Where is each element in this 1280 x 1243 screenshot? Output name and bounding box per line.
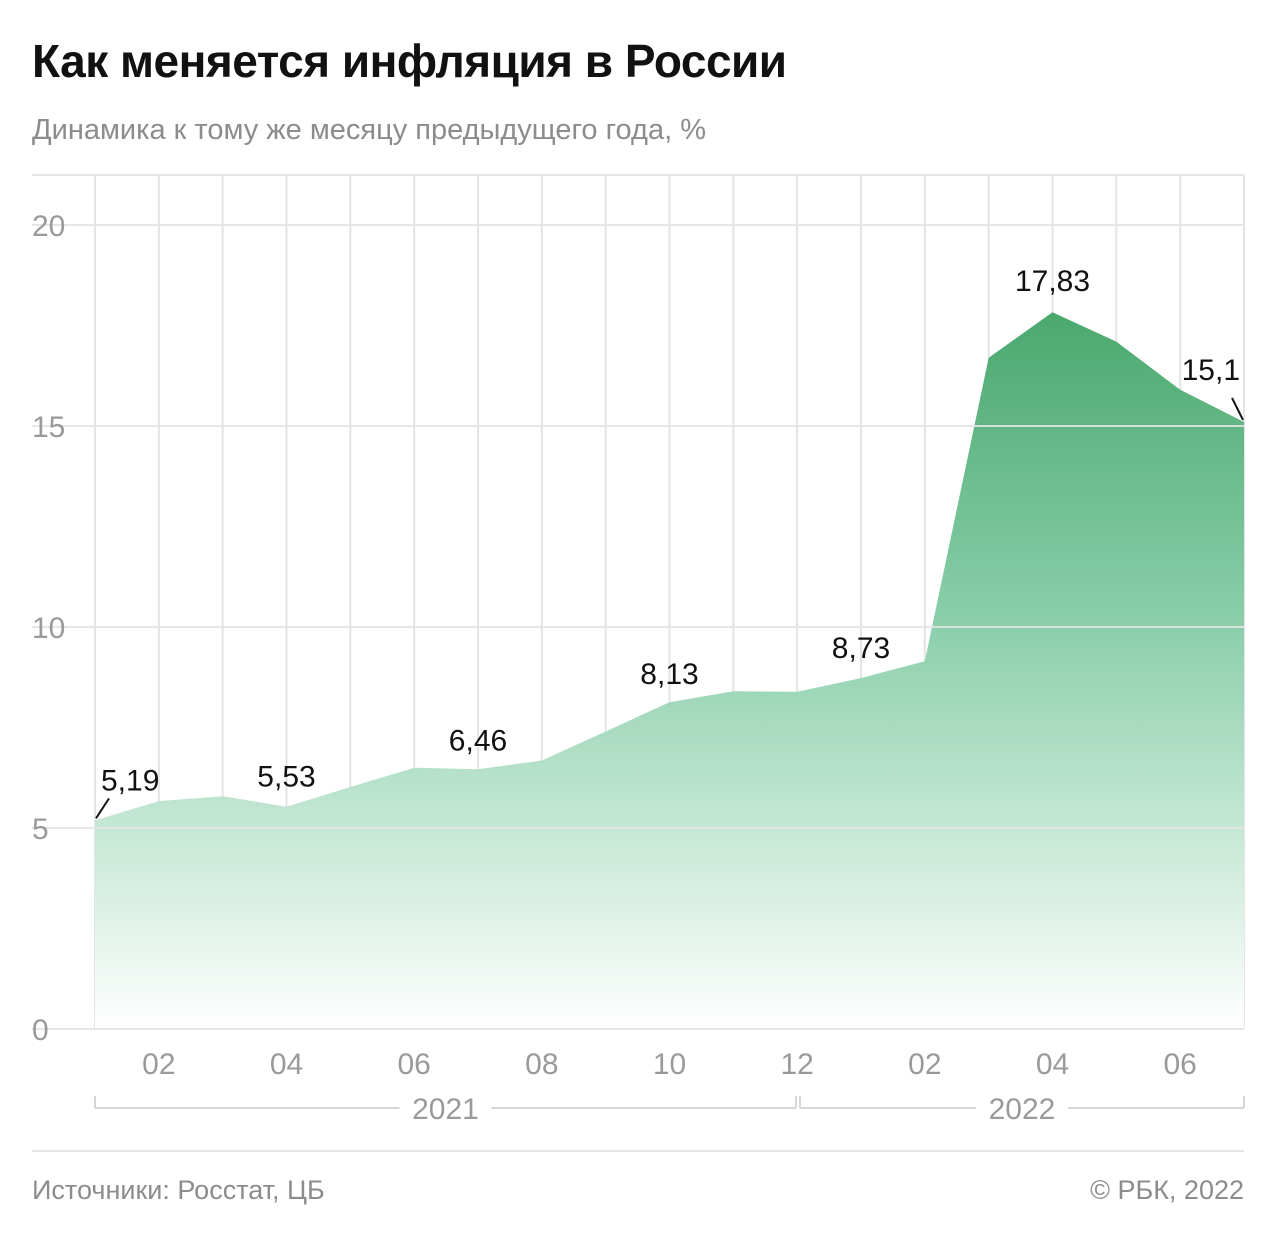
axes: 0 5 10 15 20 02 04 06 08 10 12 02 04 06 2021 2022 bbox=[32, 210, 1245, 1126]
annotation-leader bbox=[95, 797, 110, 819]
data-label: 8,13 bbox=[640, 658, 698, 691]
y-tick-label: 10 bbox=[32, 612, 65, 645]
source-note: Источники: Росстат, ЦБ bbox=[32, 1175, 325, 1205]
chart-subtitle: Динамика к тому же месяцу предыдущего го… bbox=[32, 114, 706, 146]
area-series bbox=[95, 312, 1244, 1029]
y-tick-label: 20 bbox=[32, 210, 65, 243]
data-label: 15,1 bbox=[1182, 354, 1240, 387]
x-tick-label: 04 bbox=[270, 1048, 303, 1081]
x-tick-label: 02 bbox=[142, 1048, 175, 1081]
x-tick-label: 10 bbox=[653, 1048, 686, 1081]
year-label: 2021 bbox=[412, 1093, 479, 1126]
footer-divider bbox=[32, 1150, 1244, 1152]
data-label: 17,83 bbox=[1015, 265, 1090, 298]
data-labels: 5,19 5,53 6,46 8,13 8,73 17,83 15,1 bbox=[95, 265, 1244, 819]
x-tick-label: 06 bbox=[397, 1048, 430, 1081]
x-tick-label: 06 bbox=[1163, 1048, 1196, 1081]
year-label: 2022 bbox=[989, 1093, 1056, 1126]
data-label: 5,53 bbox=[257, 761, 315, 794]
data-label: 8,73 bbox=[832, 632, 890, 665]
data-label: 5,19 bbox=[101, 764, 159, 797]
inflation-area bbox=[95, 312, 1244, 1029]
y-tick-label: 15 bbox=[32, 411, 65, 444]
data-label: 6,46 bbox=[449, 724, 507, 757]
x-tick-label: 08 bbox=[525, 1048, 558, 1081]
x-tick-label: 12 bbox=[780, 1048, 813, 1081]
annotation-leader bbox=[1231, 397, 1244, 421]
y-tick-label: 5 bbox=[32, 813, 49, 846]
y-tick-label: 0 bbox=[32, 1014, 49, 1047]
chart-title: Как меняется инфляция в России bbox=[32, 35, 787, 87]
x-tick-label: 04 bbox=[1036, 1048, 1069, 1081]
x-tick-label: 02 bbox=[908, 1048, 941, 1081]
copyright-note: © РБК, 2022 bbox=[1090, 1175, 1244, 1205]
